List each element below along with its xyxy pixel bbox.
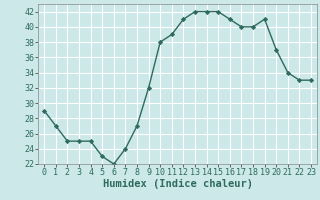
X-axis label: Humidex (Indice chaleur): Humidex (Indice chaleur) <box>103 179 252 189</box>
